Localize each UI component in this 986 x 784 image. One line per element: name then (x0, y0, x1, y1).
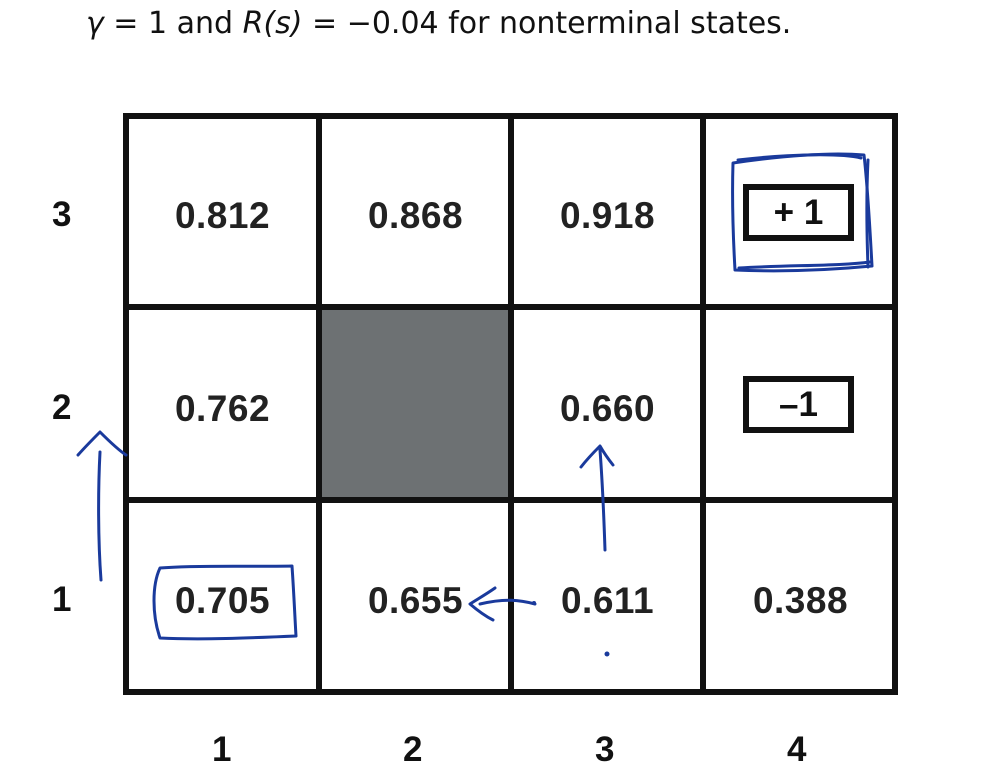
terminal-positive: + 1 (743, 184, 854, 241)
cell-value-r2c1: 0.762 (174, 388, 271, 429)
highlight-box-positive-terminal-retrace (736, 153, 872, 270)
arrow-up-middle-head (579, 444, 615, 469)
cell-value-r1c1: 0.705 (174, 580, 271, 621)
row-label-2: 2 (52, 388, 72, 427)
arrow-left (478, 598, 537, 606)
gamma-symbol: γ (86, 6, 104, 41)
gamma-equation: = 1 and (103, 6, 243, 41)
cell-value-r1c3: 0.611 (560, 580, 655, 621)
col-label-4: 4 (787, 730, 807, 769)
cell-value-r2c3: 0.660 (559, 388, 656, 429)
cell-value-r3c1: 0.812 (174, 195, 271, 236)
grid-line (316, 113, 322, 695)
grid-line (508, 113, 514, 695)
circle-0705 (152, 564, 298, 641)
arrow-up-left (97, 450, 103, 582)
highlight-box-positive-terminal (731, 152, 874, 273)
col-label-2: 2 (403, 730, 423, 769)
grid-line (123, 497, 898, 503)
arrow-up-left-head (76, 430, 128, 457)
cell-value-r3c3: 0.918 (559, 195, 656, 236)
reward-argument: (s) (263, 6, 303, 41)
cell-value-r1c2: 0.655 (367, 580, 464, 621)
arrow-left-head (468, 586, 497, 622)
header: γ = 1 and R(s) = −0.04 for nonterminal s… (0, 0, 986, 60)
reward-function: R (242, 6, 264, 41)
reward-description: = −0.04 for nonterminal states. (302, 6, 792, 41)
arrow-up-middle (598, 448, 607, 552)
row-label-3: 3 (52, 195, 72, 234)
problem-statement: γ = 1 and R(s) = −0.04 for nonterminal s… (86, 6, 791, 41)
col-label-1: 1 (212, 730, 232, 769)
grid-line (700, 113, 706, 695)
ink-dot (532, 601, 536, 605)
terminal-negative: –1 (743, 376, 854, 433)
ink-dot (604, 651, 610, 657)
row-label-1: 1 (52, 580, 72, 619)
cell-value-r3c2: 0.868 (367, 195, 464, 236)
grid-line (123, 304, 898, 310)
wall-cell (321, 310, 508, 498)
col-label-3: 3 (595, 730, 615, 769)
cell-value-r1c4: 0.388 (752, 580, 849, 621)
